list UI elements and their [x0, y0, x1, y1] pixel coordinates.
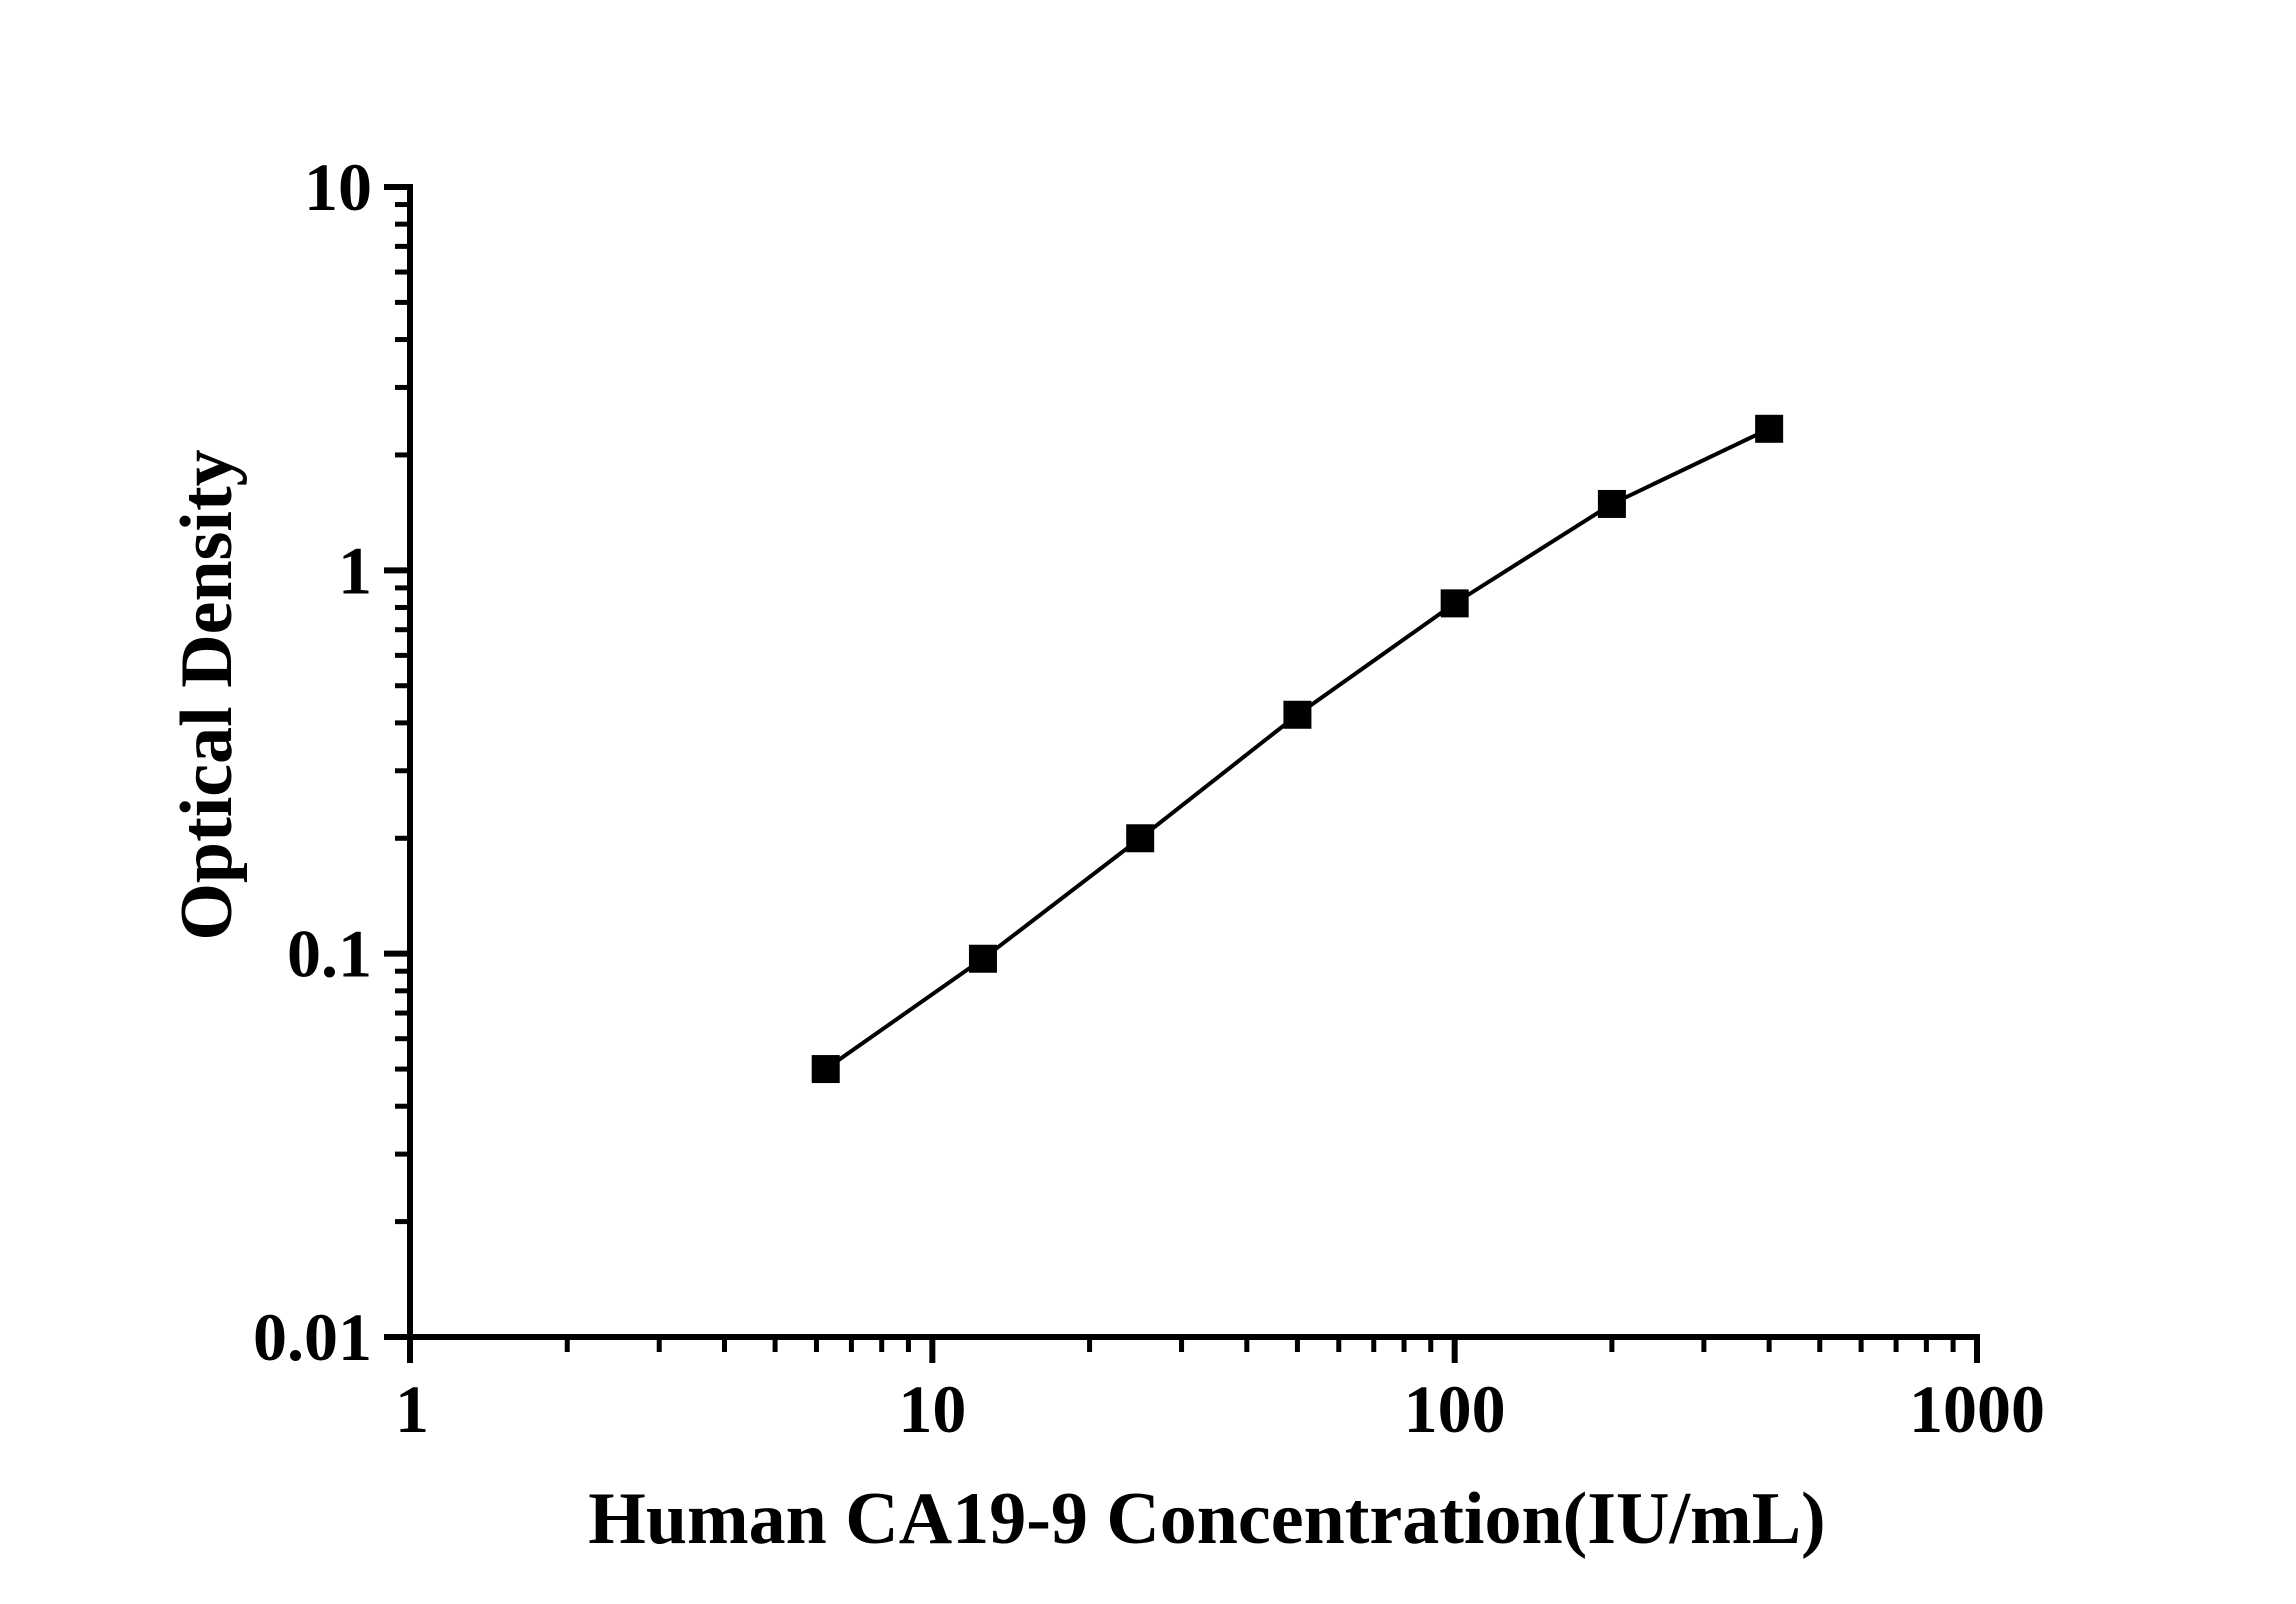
data-point-marker: [1755, 414, 1784, 443]
data-point-marker: [968, 944, 997, 973]
x-tick-label: 1000: [1909, 1371, 2045, 1447]
y-tick-label: 10: [304, 149, 372, 225]
data-point-marker: [1283, 700, 1312, 729]
x-tick-label: 10: [898, 1371, 966, 1447]
x-axis-title: Human CA19-9 Concentration(IU/mL): [588, 1478, 1825, 1560]
y-axis-title: Optical Density: [166, 449, 248, 940]
data-point-marker: [1126, 824, 1155, 853]
x-tick-label: 1: [395, 1371, 429, 1447]
y-tick-label: 0.1: [287, 916, 372, 992]
axes-layer: [384, 184, 1980, 1363]
series-layer: [811, 414, 1784, 1084]
data-point-marker: [811, 1055, 840, 1084]
x-tick-label: 100: [1404, 1371, 1506, 1447]
tick-label-layer: 1 10 100 1000 10 1 0.1 0.01: [253, 149, 2045, 1447]
data-point-marker: [1597, 489, 1626, 518]
y-tick-label: 0.01: [253, 1299, 372, 1375]
y-tick-label: 1: [338, 532, 372, 608]
data-point-marker: [1440, 589, 1469, 618]
series-line: [824, 426, 1771, 1071]
